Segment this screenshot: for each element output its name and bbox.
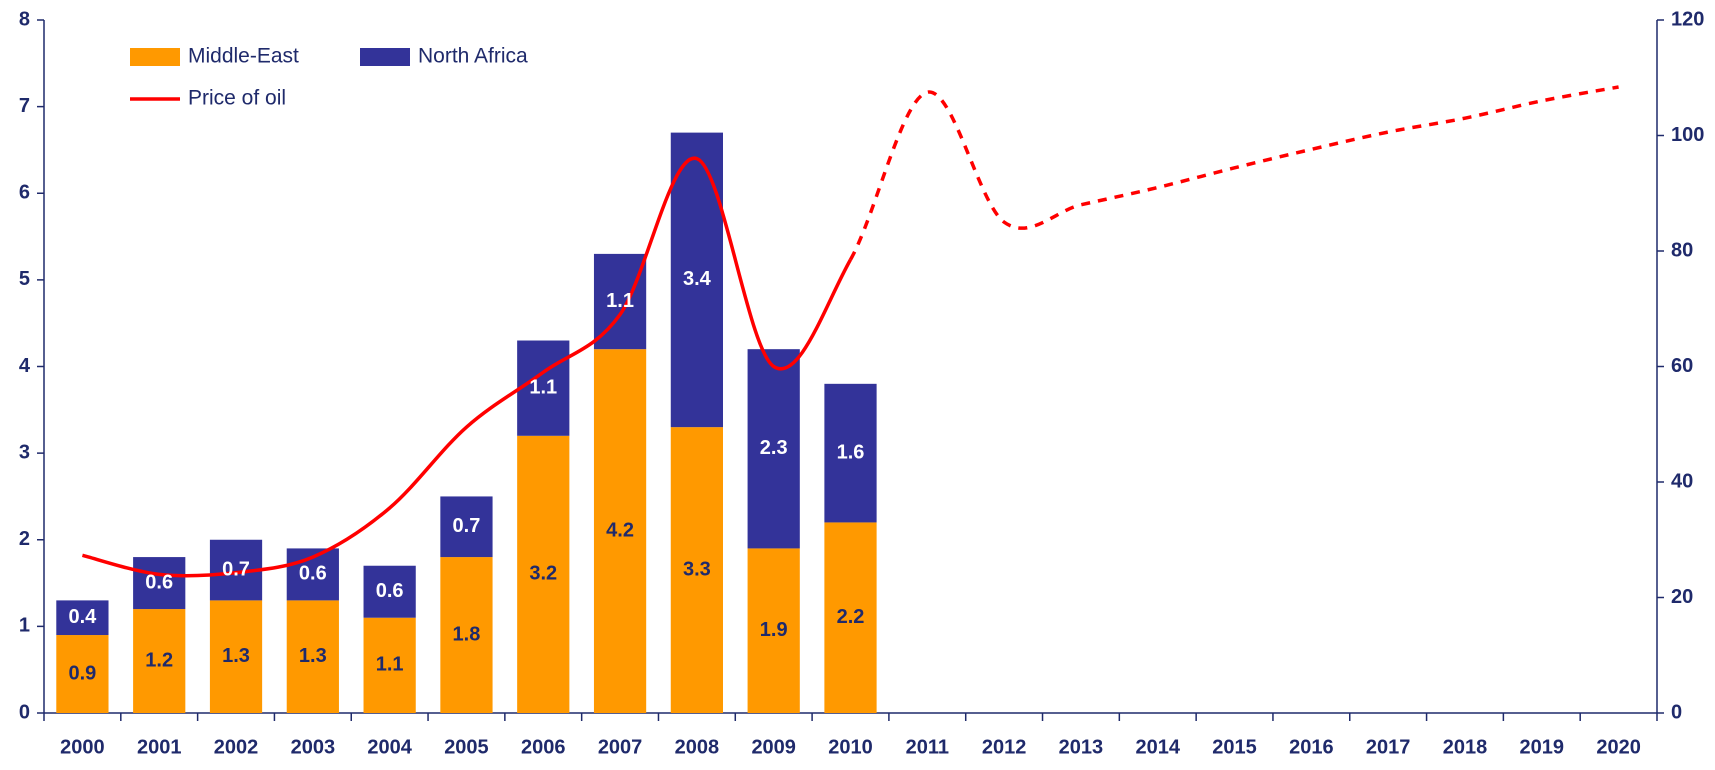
y2-tick-label: 20 [1671, 586, 1693, 608]
x-tick-label: 2015 [1212, 736, 1257, 758]
legend-swatch [360, 48, 410, 66]
x-tick-label: 2000 [60, 736, 105, 758]
bar-segment [56, 600, 109, 636]
bar-segment [286, 600, 339, 713]
x-tick-label: 2004 [367, 736, 412, 758]
x-tick-label: 2019 [1520, 736, 1565, 758]
y-tick-label: 7 [19, 95, 30, 117]
bar-segment [517, 435, 570, 713]
value-label: 1.1 [376, 654, 404, 676]
y2-tick-label: 80 [1671, 239, 1693, 261]
value-label: 1.1 [529, 376, 557, 398]
y-tick-label: 2 [19, 528, 30, 550]
y2-tick-label: 40 [1671, 470, 1693, 492]
value-label: 3.3 [683, 558, 711, 580]
value-label: 0.7 [453, 515, 481, 537]
bar-segment [133, 609, 186, 713]
value-label: 1.9 [760, 619, 788, 641]
y-tick-label: 6 [19, 182, 30, 204]
value-label: 3.2 [529, 563, 557, 585]
value-label: 1.2 [145, 649, 173, 671]
x-tick-label: 2012 [982, 736, 1027, 758]
bar-segment [824, 383, 877, 523]
oil-price-line [81, 156, 853, 578]
y-tick-label: 1 [19, 615, 30, 637]
y2-tick-label: 100 [1671, 124, 1704, 146]
legend-label: North Africa [418, 45, 528, 68]
x-tick-label: 2017 [1366, 736, 1411, 758]
y-tick-label: 4 [19, 355, 31, 377]
x-tick-label: 2014 [1135, 736, 1180, 758]
bar-segment [363, 617, 416, 713]
x-tick-label: 2007 [598, 736, 643, 758]
value-label: 0.7 [222, 558, 250, 580]
x-tick-label: 2006 [521, 736, 566, 758]
bar-segment [824, 522, 877, 713]
value-label: 0.6 [299, 563, 327, 585]
bar-segment [670, 132, 723, 428]
bar-segment [670, 427, 723, 713]
value-label: 0.4 [68, 606, 97, 628]
x-tick-label: 2016 [1289, 736, 1334, 758]
bar-segment [593, 349, 647, 713]
bar-segment [747, 349, 800, 549]
y2-tick-label: 0 [1671, 701, 1682, 723]
bar-segment [517, 340, 570, 436]
y-tick-label: 5 [19, 268, 30, 290]
bar-segment [747, 548, 800, 713]
x-tick-label: 2020 [1596, 736, 1641, 758]
bar-segment [133, 557, 186, 610]
value-label: 2.3 [760, 437, 788, 459]
x-tick-label: 2002 [214, 736, 259, 758]
x-tick-label: 2009 [751, 736, 796, 758]
x-tick-label: 2003 [291, 736, 336, 758]
value-label: 1.3 [299, 645, 327, 667]
bar-segment [363, 565, 416, 618]
x-tick-label: 2010 [828, 736, 873, 758]
value-label: 3.4 [683, 268, 712, 290]
value-label: 0.6 [376, 580, 404, 602]
y-tick-label: 0 [19, 701, 30, 723]
bar-segment [440, 557, 493, 713]
legend-label: Price of oil [188, 87, 286, 110]
value-label: 0.9 [68, 662, 96, 684]
value-label: 1.6 [837, 441, 865, 463]
bar-segment [440, 496, 493, 558]
legend-swatch [130, 48, 180, 66]
oil-price-line-projected [848, 85, 1619, 261]
value-label: 0.6 [145, 571, 173, 593]
value-label: 1.1 [606, 290, 634, 312]
x-tick-label: 2005 [444, 736, 489, 758]
value-label: 4.2 [606, 519, 634, 541]
x-tick-label: 2018 [1443, 736, 1488, 758]
x-tick-label: 2011 [906, 736, 949, 758]
y2-tick-label: 60 [1671, 355, 1693, 377]
bar-segment [56, 635, 109, 713]
x-tick-label: 2001 [137, 736, 182, 758]
value-label: 1.3 [222, 645, 250, 667]
bar-segment [209, 600, 263, 713]
value-label: 2.2 [837, 606, 865, 628]
x-tick-label: 2008 [675, 736, 720, 758]
y-tick-label: 8 [19, 8, 30, 30]
y-tick-label: 3 [19, 441, 30, 463]
y2-tick-label: 120 [1671, 8, 1704, 30]
x-tick-label: 2013 [1059, 736, 1104, 758]
value-label: 1.8 [453, 623, 481, 645]
legend-label: Middle-East [188, 45, 299, 68]
